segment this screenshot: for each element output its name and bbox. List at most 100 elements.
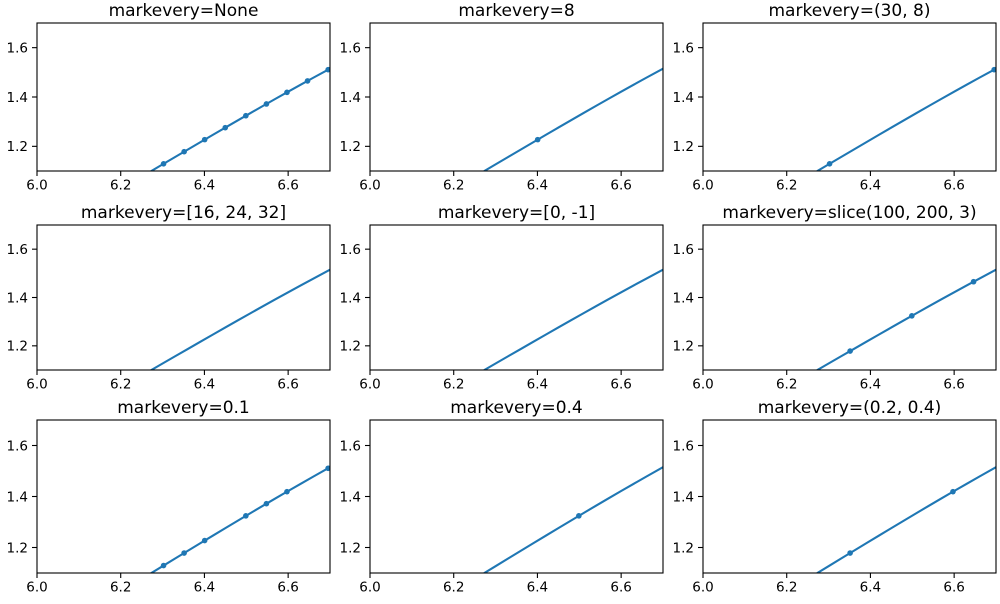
axes-box xyxy=(702,419,997,574)
plot-line xyxy=(816,67,996,171)
y-tick-label: 1.4 xyxy=(7,90,28,106)
data-point-marker xyxy=(160,161,167,167)
x-tick-label: 6.0 xyxy=(26,178,47,194)
data-point-marker xyxy=(970,278,977,285)
x-tick-label: 6.4 xyxy=(860,178,881,194)
plot-area xyxy=(816,466,996,573)
subplot-title: markevery=8 xyxy=(458,1,574,21)
y-tick-label: 1.2 xyxy=(673,339,694,355)
y-tick-label: 1.2 xyxy=(340,339,361,355)
plot-area xyxy=(483,67,663,171)
plot-area xyxy=(483,268,663,370)
x-tick-label: 6.6 xyxy=(277,580,298,596)
axes-box xyxy=(369,419,664,574)
data-point-marker xyxy=(325,465,330,472)
y-tick-label: 1.2 xyxy=(673,540,694,556)
y-tick-label: 1.4 xyxy=(673,90,694,106)
x-tick-label: 6.0 xyxy=(692,580,713,596)
subplot-title: markevery=0.1 xyxy=(117,398,250,418)
y-tick-label: 1.6 xyxy=(673,242,694,258)
y-tick-label: 1.4 xyxy=(340,489,361,505)
x-tick-label: 6.4 xyxy=(527,178,548,194)
y-tick-label: 1.6 xyxy=(7,242,28,258)
data-point-marker xyxy=(909,313,915,319)
data-point-marker xyxy=(950,488,956,495)
y-tick-label: 1.6 xyxy=(7,40,28,56)
x-tick-label: 6.2 xyxy=(776,178,797,194)
subplot-6: 6.0 6.2 6.4 6.6 1.2 1.4 1.6 markevery=0.1 xyxy=(7,398,331,596)
data-point-marker xyxy=(284,488,290,495)
subplot-1: 6.0 6.2 6.4 6.6 1.2 1.4 1.6 markevery=8 xyxy=(340,1,664,194)
axes-box xyxy=(702,22,997,172)
plot-line xyxy=(816,268,996,370)
data-point-marker xyxy=(991,66,996,73)
plot-area xyxy=(816,268,996,370)
data-point-marker xyxy=(304,78,311,84)
plot-line xyxy=(483,466,663,573)
plot-line xyxy=(483,67,663,171)
subplot-title: markevery=(0.2, 0.4) xyxy=(758,398,942,418)
y-tick-label: 1.4 xyxy=(7,290,28,306)
subplot-title: markevery=[0, -1] xyxy=(438,203,595,223)
x-tick-label: 6.4 xyxy=(194,580,215,596)
x-tick-label: 6.6 xyxy=(610,580,631,596)
data-point-marker xyxy=(826,161,833,167)
y-tick-label: 1.2 xyxy=(340,139,361,155)
x-tick-label: 6.0 xyxy=(26,580,47,596)
x-tick-label: 6.4 xyxy=(860,377,881,393)
x-tick-label: 6.0 xyxy=(26,377,47,393)
data-point-marker xyxy=(576,513,582,519)
x-tick-label: 6.6 xyxy=(277,377,298,393)
subplot-8: 6.0 6.2 6.4 6.6 1.2 1.4 1.6 markevery=(0.2, 0.4… xyxy=(673,398,997,596)
y-tick-label: 1.2 xyxy=(340,540,361,556)
x-tick-label: 6.0 xyxy=(359,377,380,393)
axes-box xyxy=(702,224,997,371)
plot-line xyxy=(483,268,663,370)
plot-line xyxy=(150,466,330,573)
x-tick-label: 6.2 xyxy=(110,178,131,194)
x-tick-label: 6.4 xyxy=(527,580,548,596)
data-point-marker xyxy=(201,537,208,544)
x-tick-label: 6.6 xyxy=(943,377,964,393)
plot-area xyxy=(150,465,330,573)
x-tick-label: 6.6 xyxy=(610,178,631,194)
plot-area xyxy=(483,466,663,573)
y-tick-label: 1.2 xyxy=(673,139,694,155)
plot-area xyxy=(816,66,996,171)
data-point-marker xyxy=(284,89,290,96)
x-tick-label: 6.0 xyxy=(359,178,380,194)
data-point-marker xyxy=(263,101,270,107)
x-tick-label: 6.2 xyxy=(776,580,797,596)
x-tick-label: 6.0 xyxy=(692,178,713,194)
x-tick-label: 6.2 xyxy=(110,377,131,393)
data-point-marker xyxy=(847,550,853,556)
y-tick-label: 1.4 xyxy=(340,90,361,106)
x-tick-label: 6.0 xyxy=(359,580,380,596)
x-tick-label: 6.6 xyxy=(277,178,298,194)
y-tick-label: 1.6 xyxy=(340,242,361,258)
x-tick-label: 6.6 xyxy=(943,580,964,596)
subplot-0: 6.0 6.2 6.4 6.6 1.2 1.4 1.6 markevery=None xyxy=(7,1,331,194)
plot-line xyxy=(816,466,996,573)
axes-box xyxy=(369,22,664,172)
subplot-3: 6.0 6.2 6.4 6.6 1.2 1.4 1.6 markevery=[16, 24, … xyxy=(7,203,331,393)
axes-box xyxy=(369,224,664,371)
axes-box xyxy=(36,419,331,574)
data-point-marker xyxy=(181,550,187,556)
plot-line xyxy=(150,268,330,370)
x-tick-label: 6.6 xyxy=(610,377,631,393)
subplot-title: markevery=slice(100, 200, 3) xyxy=(722,203,976,223)
y-tick-label: 1.6 xyxy=(340,40,361,56)
y-tick-label: 1.2 xyxy=(7,139,28,155)
subplot-title: markevery=[16, 24, 32] xyxy=(81,203,286,223)
plot-area xyxy=(150,66,330,171)
axes-box xyxy=(36,22,331,172)
subplot-4: 6.0 6.2 6.4 6.6 1.2 1.4 1.6 markevery=[0, -1] xyxy=(340,203,664,393)
subplot-title: markevery=None xyxy=(109,1,259,21)
subplot-5: 6.0 6.2 6.4 6.6 1.2 1.4 1.6 markevery=slice(100… xyxy=(673,203,997,393)
x-tick-label: 6.2 xyxy=(110,580,131,596)
x-tick-label: 6.6 xyxy=(943,178,964,194)
subplot-2: 6.0 6.2 6.4 6.6 1.2 1.4 1.6 markevery=(30, 8) xyxy=(673,1,997,194)
